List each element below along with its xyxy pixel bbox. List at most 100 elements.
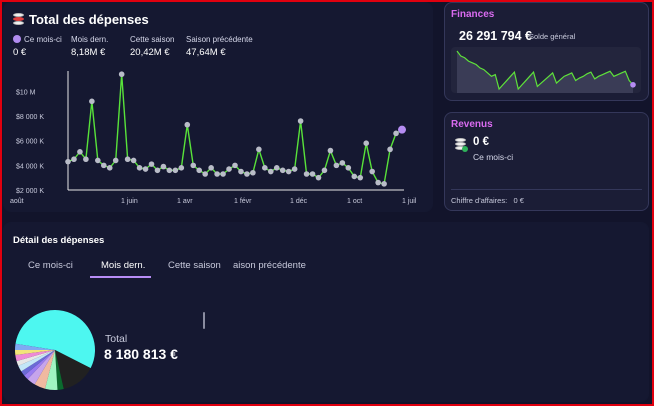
data-point [172, 167, 179, 174]
stat-this-month: Ce mois-ci 0 € [13, 35, 62, 58]
x-tick-label: août [10, 198, 24, 205]
data-point [226, 166, 232, 172]
legend-dot-icon [13, 35, 21, 43]
sparkline-line [456, 50, 634, 91]
y-tick-label: $2 000 K [16, 188, 44, 195]
data-point [250, 169, 256, 176]
active-tab-indicator [90, 276, 151, 278]
expense-detail-title: Détail des dépenses [13, 235, 105, 246]
data-point [321, 167, 328, 174]
data-point [279, 167, 286, 174]
x-tick-label: 1 déc [290, 198, 308, 205]
pie-slice [24, 350, 55, 380]
pie-slice [21, 350, 55, 376]
data-point [83, 156, 89, 163]
data-point [351, 173, 358, 180]
stat-this-month-value: 0 € [13, 47, 27, 58]
data-point [106, 165, 113, 171]
data-point [118, 71, 125, 78]
tab-this-season[interactable]: Cette saison [168, 260, 221, 271]
revenue-card[interactable]: Revenus 0 € Ce mois-ci Chiffre d'affaire… [444, 112, 649, 211]
data-point [291, 166, 298, 172]
stat-previous-season: Saison précédente 47,64M € [186, 35, 253, 58]
data-point [375, 179, 381, 186]
data-point [357, 174, 364, 181]
pie-slice [15, 343, 55, 350]
data-point [190, 162, 197, 169]
data-point [339, 160, 346, 166]
stat-this-season: Cette saison 20,42M € [130, 35, 175, 58]
pie-slice [27, 350, 55, 385]
turnover-label: Chiffre d'affaires: 0 € [451, 196, 524, 205]
expense-pie-chart[interactable] [12, 309, 98, 391]
data-point [71, 156, 77, 163]
pie-total-value: 8 180 813 € [104, 346, 178, 362]
pie-slice [15, 350, 55, 362]
data-point [89, 98, 95, 105]
x-tick-label: 1 juil [402, 198, 417, 205]
total-expenses-panel: Total des dépenses Ce mois-ci 0 € Mois d… [3, 2, 433, 212]
data-point [387, 146, 393, 153]
data-point [220, 171, 226, 177]
data-point [369, 168, 375, 175]
data-point [202, 171, 208, 177]
data-point [256, 146, 262, 153]
revenue-caption: Ce mois-ci [473, 152, 514, 162]
data-point [393, 130, 399, 137]
data-point [160, 163, 167, 170]
text-cursor [203, 312, 205, 329]
data-point [273, 165, 280, 171]
sparkline-marker [630, 81, 636, 88]
expenses-line-chart[interactable]: $10 M $8 000 K $6 000 K $4 000 K $2 000 K aoû… [4, 63, 429, 208]
data-point [363, 140, 370, 146]
tab-previous-season[interactable]: aison précédente [233, 260, 306, 271]
data-point [208, 165, 214, 171]
data-point [154, 167, 161, 174]
finances-amount: 26 291 794 € [459, 29, 532, 43]
x-tick-label: 1 oct [347, 198, 362, 205]
current-point [398, 125, 406, 134]
data-point [65, 158, 71, 165]
sparkline-area [457, 51, 633, 93]
revenue-title: Revenus [451, 119, 493, 130]
x-tick-label: 1 juin [121, 198, 138, 205]
y-tick-label: $4 000 K [16, 163, 44, 170]
data-point [112, 157, 119, 164]
stat-this-season-value: 20,42M € [130, 47, 170, 58]
finances-sparkline [451, 47, 641, 93]
pie-slice [55, 350, 91, 390]
turnover-value: 0 € [513, 196, 524, 205]
y-tick-label: $8 000 K [16, 114, 44, 121]
pie-slice [45, 350, 58, 390]
pie-slice [15, 310, 96, 369]
data-point [136, 165, 143, 171]
coins-icon [13, 13, 25, 25]
arrow-up-badge-icon [462, 146, 468, 152]
data-point [184, 121, 191, 128]
pie-total-label: Total [105, 333, 128, 345]
data-point [303, 171, 310, 177]
data-point [285, 168, 292, 175]
y-tick-label: $10 M [16, 89, 36, 96]
x-tick-label: 1 févr [234, 198, 252, 205]
data-point [381, 181, 387, 187]
x-tick-label: 1 avr [177, 198, 193, 205]
data-point [297, 118, 304, 124]
data-point [130, 157, 137, 164]
data-point [148, 161, 155, 167]
y-tick-label: $6 000 K [16, 139, 44, 146]
data-point [77, 149, 83, 155]
data-point [315, 174, 322, 181]
finances-card[interactable]: Finances 26 291 794 € Solde général [444, 2, 649, 101]
data-point [166, 167, 173, 174]
data-point [345, 165, 352, 171]
divider [451, 189, 642, 190]
data-point [267, 168, 274, 175]
total-expenses-title: Total des dépenses [13, 12, 149, 27]
stat-last-month: Mois dern. 8,18M € [71, 35, 109, 58]
pie-slice [16, 350, 55, 366]
pie-slice [55, 350, 64, 390]
data-point [262, 165, 268, 171]
tab-this-month[interactable]: Ce mois-ci [28, 260, 73, 271]
tab-last-month[interactable]: Mois dern. [101, 260, 146, 271]
